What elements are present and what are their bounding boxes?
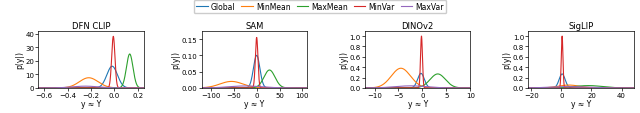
X-axis label: y ≈ Y: y ≈ Y	[81, 100, 101, 108]
Legend: Global, MinMean, MaxMean, MinVar, MaxVar: Global, MinMean, MaxMean, MinVar, MaxVar	[194, 1, 446, 14]
Title: DFN CLIP: DFN CLIP	[72, 22, 110, 31]
Y-axis label: p(y|): p(y|)	[339, 51, 348, 69]
Title: DINOv2: DINOv2	[401, 22, 434, 31]
Y-axis label: p(y|): p(y|)	[172, 51, 180, 69]
X-axis label: y ≈ Y: y ≈ Y	[571, 100, 591, 108]
X-axis label: y ≈ Y: y ≈ Y	[408, 100, 428, 108]
Y-axis label: p(y|): p(y|)	[15, 51, 24, 69]
X-axis label: y ≈ Y: y ≈ Y	[244, 100, 264, 108]
Y-axis label: p(y|): p(y|)	[502, 51, 511, 69]
Title: SigLIP: SigLIP	[568, 22, 593, 31]
Title: SAM: SAM	[245, 22, 264, 31]
